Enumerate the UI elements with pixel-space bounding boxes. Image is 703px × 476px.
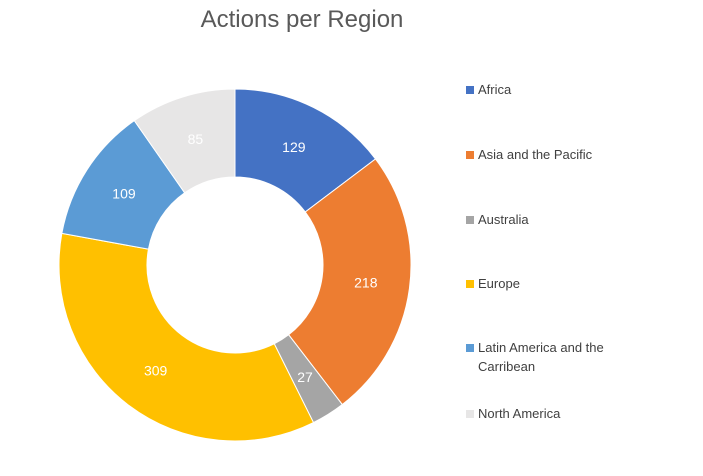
legend-label: Africa: [478, 82, 512, 97]
legend-item: Europe: [466, 274, 666, 293]
legend-label: Latin America and the Carribean: [478, 340, 604, 374]
legend-swatch: [466, 344, 474, 352]
data-label-asia-and-the-pacific: 218: [354, 275, 378, 291]
data-label-africa: 129: [282, 139, 306, 155]
legend-item: Australia: [466, 210, 666, 229]
donut-slice-north-america: [133, 88, 236, 194]
donut-chart: 129 218 27 309 109 85: [58, 88, 412, 442]
data-label-north-america: 85: [188, 131, 204, 147]
donut-slice-asia-and-the-pacific: [287, 158, 412, 406]
legend-item: Latin America and the Carribean: [466, 338, 666, 376]
legend-swatch: [466, 410, 474, 418]
legend-swatch: [466, 280, 474, 288]
legend-label: Europe: [478, 276, 520, 291]
chart-title: Actions per Region: [200, 6, 404, 33]
legend-label: Australia: [478, 212, 529, 227]
legend-item: Africa: [466, 80, 666, 99]
legend-swatch: [466, 151, 474, 159]
donut-slice-europe: [58, 232, 315, 442]
data-label-australia: 27: [297, 369, 313, 385]
legend-item: North America: [466, 404, 666, 423]
legend-item: Asia and the Pacific: [466, 145, 666, 164]
legend-swatch: [466, 86, 474, 94]
legend-label: Asia and the Pacific: [478, 147, 593, 162]
data-label-europe: 309: [144, 362, 168, 378]
legend-swatch: [466, 216, 474, 224]
legend-label: North America: [478, 406, 561, 421]
data-label-latin-america-and-the-carribean: 109: [112, 186, 136, 202]
